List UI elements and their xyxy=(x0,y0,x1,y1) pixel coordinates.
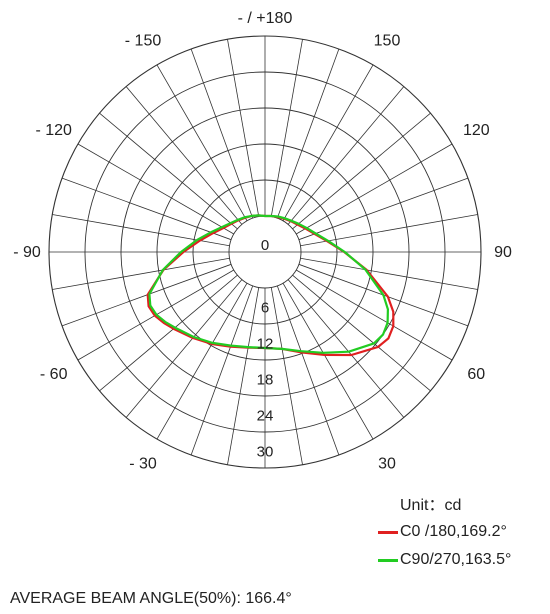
grid-spoke xyxy=(77,143,235,235)
grid-spoke xyxy=(227,39,260,217)
angle-tick-label: 90 xyxy=(494,244,512,261)
grid-spoke xyxy=(125,86,243,225)
radial-tick-label: 18 xyxy=(257,371,274,388)
angle-tick-label: 150 xyxy=(374,33,401,50)
radial-tick-label: 6 xyxy=(261,299,269,316)
beam-angle-footer: AVERAGE BEAM ANGLE(50%): 166.4° xyxy=(10,590,292,607)
grid-spoke xyxy=(156,64,248,222)
grid-spoke xyxy=(276,285,340,456)
legend: Unit：cd C0 /180,169.2° C90/270,163.5° xyxy=(378,494,511,574)
angle-tick-label: - / +180 xyxy=(238,10,293,27)
angle-tick-label: 0 xyxy=(261,488,270,490)
angle-tick-label: 30 xyxy=(378,455,396,472)
radial-tick-label: 12 xyxy=(257,335,274,352)
angle-tick-label: 120 xyxy=(463,122,490,139)
grid-spoke xyxy=(282,64,374,222)
grid-spoke xyxy=(292,112,431,230)
angle-tick-label: - 90 xyxy=(13,244,41,261)
grid-spoke xyxy=(298,177,469,241)
grid-spoke xyxy=(227,287,260,465)
grid-spoke xyxy=(300,257,478,290)
grid-spoke xyxy=(282,282,374,440)
angle-tick-label: - 150 xyxy=(125,33,162,50)
radial-tick-label: 30 xyxy=(257,443,274,460)
legend-label-c90: C90/270,163.5° xyxy=(400,551,512,568)
angle-tick-label: - 60 xyxy=(40,366,68,383)
grid-spoke xyxy=(292,274,431,392)
grid-spoke xyxy=(125,279,243,418)
grid-spoke xyxy=(61,177,232,241)
series-line-c90 xyxy=(148,214,389,354)
grid-spoke xyxy=(287,279,405,418)
legend-item-c0: C0 /180,169.2° xyxy=(378,518,511,546)
legend-label-c0: C0 /180,169.2° xyxy=(400,523,507,540)
grid-spoke xyxy=(190,285,254,456)
grid-spoke xyxy=(52,257,230,290)
legend-item-c90: C90/270,163.5° xyxy=(378,546,511,574)
grid-spoke xyxy=(295,269,453,361)
grid-spoke xyxy=(190,48,254,219)
angle-tick-label: 60 xyxy=(467,366,485,383)
grid-spoke xyxy=(156,282,248,440)
grid-spoke xyxy=(270,287,303,465)
angle-tick-labels: - / +180- 150 150- 120 120- 90 90- 60 60- 30… xyxy=(13,10,512,490)
polar-chart: 0 6 12 18 24 30 - / +180 - 150 150 - 120 120 - 90 9… xyxy=(13,10,512,490)
grid-spoke xyxy=(99,274,238,392)
radial-tick-label: 24 xyxy=(257,407,274,424)
grid-spoke xyxy=(61,263,232,327)
radial-tick-label: 0 xyxy=(261,237,269,254)
radial-tick-labels: 0 6 12 18 24 30 xyxy=(257,237,274,460)
angle-tick-label: - 30 xyxy=(129,455,157,472)
grid-spoke xyxy=(287,86,405,225)
grid-spoke xyxy=(52,214,230,247)
grid-spoke xyxy=(295,143,453,235)
angle-tick-label: - 120 xyxy=(35,122,72,139)
grid-spoke xyxy=(99,112,238,230)
polar-curves xyxy=(146,214,395,357)
legend-swatch-c90 xyxy=(378,558,398,562)
grid-spoke xyxy=(276,48,340,219)
legend-swatch-c0 xyxy=(378,530,398,534)
grid-spoke xyxy=(270,39,303,217)
polar-grid xyxy=(48,35,482,469)
unit-label: Unit：cd xyxy=(400,497,462,514)
grid-spoke xyxy=(300,214,478,247)
